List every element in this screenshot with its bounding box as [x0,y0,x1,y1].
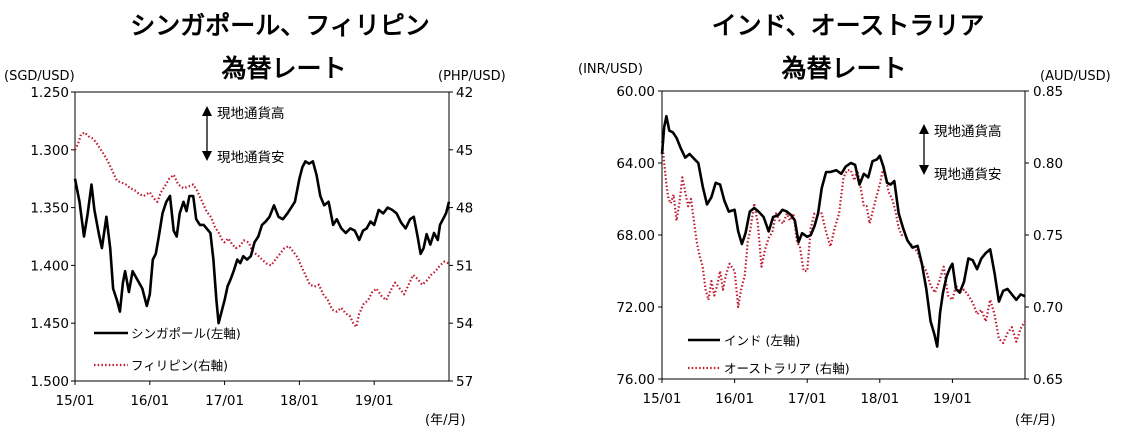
y-left-unit-label: (SGD/USD) [4,69,75,84]
y-left-tick-label: 64.00 [616,156,655,172]
legend-label-series-2: フィリピン(右軸) [131,358,228,373]
chart-title: シンガポール、フィリピン [130,11,430,40]
plot-frame [74,91,450,382]
legend-label-series-1: インド (左軸) [724,333,800,348]
y-right-tick-label: 0.85 [1033,84,1063,100]
direction-arrow [202,106,212,161]
annotation-local-currency-up: 現地通貨高 [934,123,1002,140]
y-right-unit-label: (PHP/USD) [438,69,506,84]
x-tick-label: 19/01 [933,391,972,407]
y-right-tick-label: 57 [456,374,473,390]
y-left-tick-label: 72.00 [616,300,655,316]
y-left-tick-label: 1.300 [30,143,69,159]
annotation-local-currency-down: 現地通貨安 [217,149,285,166]
y-right-tick-label: 0.65 [1033,372,1063,388]
y-right-unit-label: (AUD/USD) [1040,69,1111,84]
x-axis-unit-label: (年/月) [425,413,466,428]
y-left-tick-label: 68.00 [616,228,655,244]
chart-panel-right: インド、オーストラリア 為替レート (INR/USD) (AUD/USD) (年… [568,0,1128,434]
y-left-tick-label: 1.350 [30,201,69,217]
chart-title: インド、オーストラリア [712,11,985,40]
x-tick-label: 15/01 [56,393,95,409]
x-tick-label: 16/01 [130,393,169,409]
y-left-tick-label: 1.500 [30,374,69,390]
legend: インド (左軸) オーストラリア (右軸) [688,333,850,376]
direction-arrow [919,124,929,175]
y-left-tick-label: 1.400 [30,258,69,274]
chart-right-svg: インド、オーストラリア 為替レート (INR/USD) (AUD/USD) (年… [578,11,1111,428]
chart-subtitle: 為替レート [221,54,346,83]
chart-left-svg: シンガポール、フィリピン 為替レート (SGD/USD) (PHP/USD) (… [4,11,506,428]
y-left-tick-label: 76.00 [616,372,655,388]
legend: シンガポール(左軸) フィリピン(右軸) [94,326,241,373]
series-line-1 [73,160,451,325]
y-right-tick-label: 0.80 [1033,156,1063,172]
y-right-tick-label: 51 [456,258,473,274]
series-line-1 [660,114,1026,348]
x-tick-label: 17/01 [788,391,827,407]
x-tick-label: 19/01 [355,393,394,409]
x-axis-unit-label: (年/月) [1015,413,1056,428]
annotation-local-currency-down: 現地通貨安 [934,166,1002,183]
y-right-tick-label: 48 [456,201,473,217]
chart-panel-left: シンガポール、フィリピン 為替レート (SGD/USD) (PHP/USD) (… [0,0,560,434]
y-left-tick-label: 1.250 [30,85,69,101]
y-right-tick-label: 0.75 [1033,228,1063,244]
x-tick-label: 15/01 [643,391,682,407]
chart-subtitle: 為替レート [781,54,906,83]
legend-label-series-2: オーストラリア (右軸) [724,361,850,376]
y-right-tick-label: 45 [456,143,473,159]
annotation-local-currency-up: 現地通貨高 [217,105,285,122]
y-right-tick-label: 0.70 [1033,300,1063,316]
x-tick-label: 17/01 [205,393,244,409]
y-left-unit-label: (INR/USD) [578,62,643,77]
y-left-tick-label: 60.00 [616,84,655,100]
plot-area-left: 1.250 1.300 1.350 1.400 1.450 1.500 42 45 48 51 54… [30,85,473,409]
legend-label-series-1: シンガポール(左軸) [131,326,241,341]
y-left-tick-label: 1.450 [30,316,69,332]
x-tick-label: 16/01 [715,391,754,407]
y-right-tick-label: 54 [456,316,473,332]
y-right-tick-label: 42 [456,85,473,101]
plot-area-right: 60.00 64.00 68.00 72.00 76.00 0.85 0.80 0.75 0.7… [616,84,1063,407]
x-tick-label: 18/01 [280,393,319,409]
x-tick-label: 18/01 [860,391,899,407]
series-line-2 [74,131,450,329]
